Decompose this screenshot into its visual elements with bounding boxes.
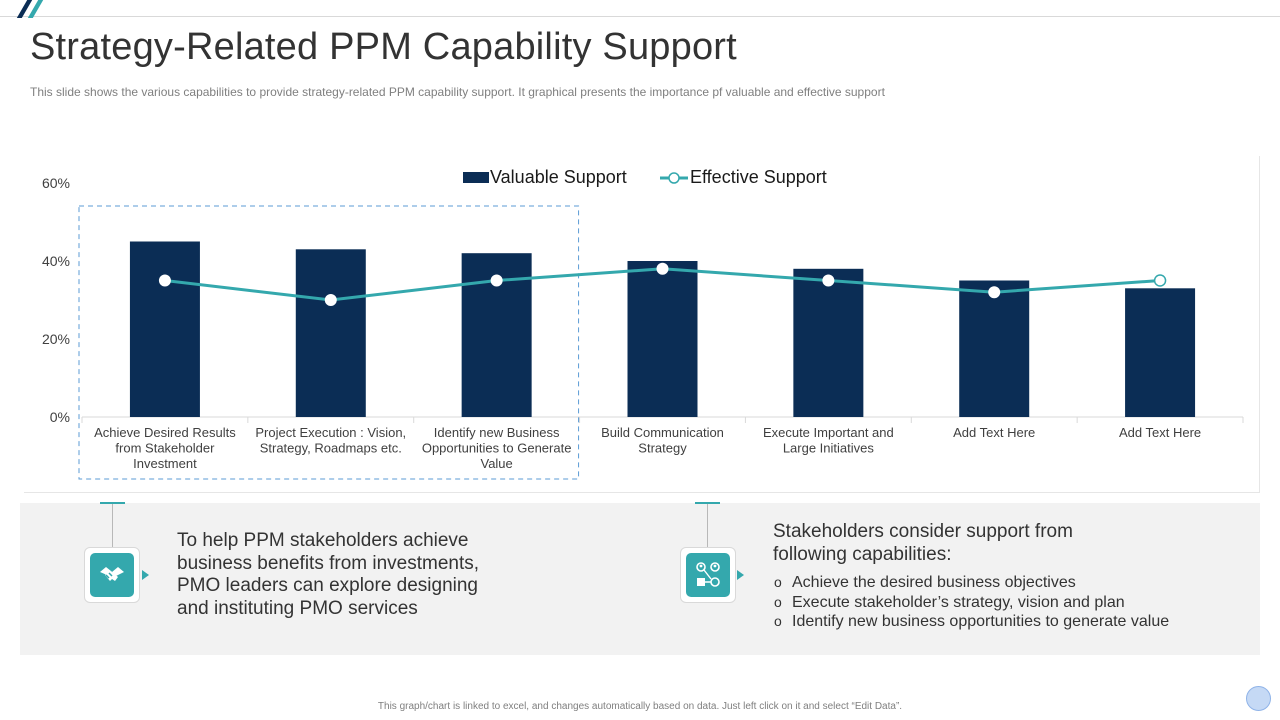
x-category-label: Achieve Desired Results from Stakeholder I… — [94, 425, 236, 471]
left-icon-pointer — [142, 570, 149, 580]
x-category-label: Add Text Here — [1119, 425, 1201, 440]
point-effective-support[interactable] — [656, 262, 669, 275]
legend-label-effective: Effective Support — [690, 167, 827, 187]
x-category-label-line: Opportunities to Generate — [422, 441, 572, 456]
x-category-label-line: Build Communication — [601, 425, 724, 440]
right-connector-cap — [695, 502, 720, 504]
left-icon-box — [84, 547, 140, 603]
point-effective-support[interactable] — [324, 294, 337, 306]
x-category-label-line: Add Text Here — [953, 425, 1035, 440]
point-effective-support[interactable] — [490, 274, 503, 287]
left-info-text: To help PPM stakeholders achieve busines… — [177, 530, 480, 619]
list-item: o Achieve the desired business objectives — [774, 573, 1169, 593]
bar-valuable-support[interactable] — [129, 241, 200, 418]
right-icon-box — [680, 547, 736, 603]
info-panel — [20, 503, 1260, 655]
x-category-label: Execute Important and Large Initiatives — [763, 425, 894, 456]
right-connector-line — [707, 504, 708, 548]
list-item-text: Identify new business opportunities to g… — [792, 613, 1170, 630]
page-subtitle: This slide shows the various capabilitie… — [30, 85, 885, 99]
y-tick-label: 0% — [50, 409, 70, 425]
legend-swatch-valuable — [463, 172, 489, 183]
header-rule — [0, 16, 1280, 17]
bar-line-chart[interactable]: 0% 20% 40% 60% Achieve Desired Results from S… — [24, 156, 1260, 493]
footer-note: This graph/chart is linked to excel, and… — [377, 701, 903, 712]
x-category-label-line: from Stakeholder — [115, 441, 215, 456]
x-category-label-line: Add Text Here — [1119, 425, 1201, 440]
left-connector-line — [112, 504, 113, 548]
bar-valuable-support[interactable] — [295, 249, 366, 417]
x-category-label-line: Achieve Desired Results — [94, 425, 236, 440]
people-network-icon — [696, 562, 720, 587]
corner-circle-icon[interactable] — [1246, 686, 1271, 711]
page-title: Strategy-Related PPM Capability Support — [30, 26, 737, 68]
legend-label-valuable: Valuable Support — [490, 167, 627, 187]
point-effective-support[interactable] — [822, 274, 835, 287]
point-effective-support[interactable] — [1153, 274, 1167, 287]
y-tick-label: 40% — [42, 253, 70, 269]
list-item: o Identify new business opportunities to … — [774, 612, 1169, 632]
y-tick-label: 20% — [42, 331, 70, 347]
point-effective-support[interactable] — [988, 286, 1001, 299]
x-category-label-line: Investment — [133, 456, 197, 471]
y-tick-label: 60% — [42, 175, 70, 191]
x-category-label-line: Value — [480, 456, 512, 471]
handshake-icon — [100, 567, 124, 581]
point-effective-support[interactable] — [158, 274, 171, 287]
x-category-label-line: Strategy — [638, 441, 687, 456]
x-category-label: Build Communication Strategy — [601, 425, 724, 456]
left-connector-cap — [100, 502, 125, 504]
bar-valuable-support[interactable] — [627, 261, 698, 417]
x-category-label-line: Large Initiatives — [783, 441, 875, 456]
bar-valuable-support[interactable] — [1125, 288, 1196, 417]
chart-container[interactable]: 0% 20% 40% 60% Achieve Desired Results from S… — [24, 156, 1260, 493]
right-info-title: Stakeholders consider support from follo… — [773, 521, 1073, 565]
legend-swatch-effective-marker — [668, 172, 680, 184]
x-category-label-line: Execute Important and — [763, 425, 894, 440]
bullet-marker: o — [774, 593, 782, 610]
list-item: o Execute stakeholder’s strategy, vision … — [774, 593, 1169, 613]
x-category-label-line: Identify new Business — [434, 425, 560, 440]
bar-valuable-support[interactable] — [959, 280, 1030, 418]
list-item-text: Achieve the desired business objectives — [792, 574, 1076, 591]
x-category-label-line: Project Execution : Vision, — [255, 425, 406, 440]
x-category-label: Identify new Business Opportunities to Ge… — [422, 425, 572, 471]
x-category-label: Project Execution : Vision, Strategy, Roa… — [255, 425, 406, 456]
right-icon-pointer — [737, 570, 744, 580]
list-item-text: Execute stakeholder’s strategy, vision a… — [792, 593, 1125, 611]
bar-valuable-support[interactable] — [793, 268, 864, 417]
x-category-label: Add Text Here — [953, 425, 1035, 440]
bullet-marker: o — [774, 613, 782, 629]
x-category-label-line: Strategy, Roadmaps etc. — [260, 441, 402, 456]
bullet-marker: o — [774, 574, 782, 590]
highlight-box — [78, 205, 580, 480]
capabilities-list: o Achieve the desired business objectives… — [774, 573, 1169, 632]
